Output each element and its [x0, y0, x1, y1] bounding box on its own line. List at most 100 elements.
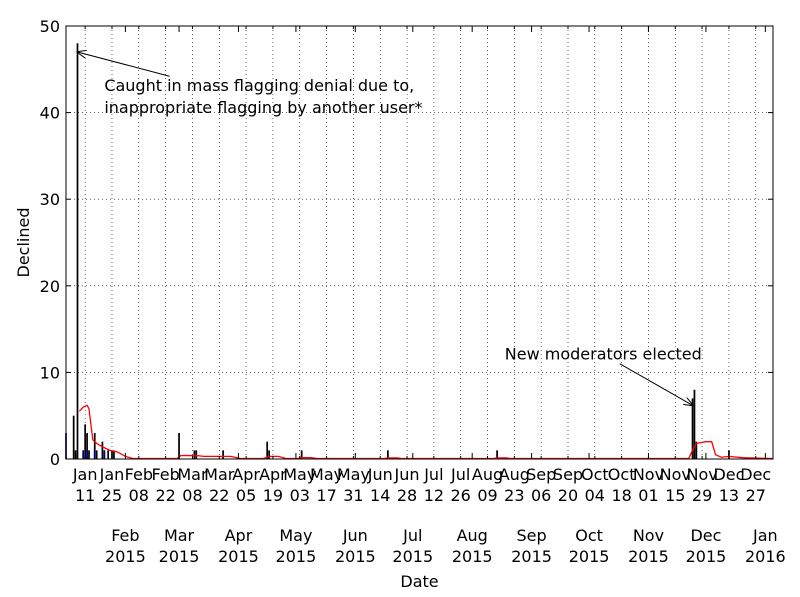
- bar: [222, 450, 224, 459]
- x-major-tick-month: Mar: [164, 526, 195, 545]
- x-tick-month: Jul: [423, 465, 443, 484]
- bar: [86, 450, 88, 459]
- x-tick-day: 01: [638, 486, 658, 505]
- x-tick-day: 05: [236, 486, 256, 505]
- x-tick-month: Mar: [204, 465, 235, 484]
- x-major-tick-month: Jun: [342, 526, 368, 545]
- x-tick-month: May: [283, 465, 316, 484]
- x-tick-month: Sep: [526, 465, 556, 484]
- x-tick-month: Jan: [99, 465, 125, 484]
- y-tick-label: 0: [50, 450, 60, 469]
- x-tick-month: Feb: [151, 465, 179, 484]
- x-tick-day: 22: [155, 486, 175, 505]
- x-tick-day: 08: [182, 486, 202, 505]
- x-tick-day: 04: [585, 486, 605, 505]
- x-tick-month: Oct: [608, 465, 636, 484]
- bar: [101, 441, 104, 459]
- x-major-tick-month: Jul: [402, 526, 422, 545]
- bar: [88, 450, 90, 459]
- x-major-tick-month: Aug: [457, 526, 488, 545]
- x-tick-month: May: [310, 465, 343, 484]
- y-tick-label: 50: [40, 17, 60, 36]
- x-tick-day: 19: [263, 486, 283, 505]
- x-major-tick-month: Oct: [575, 526, 603, 545]
- x-tick-month: Aug: [499, 465, 530, 484]
- x-major-tick-month: Feb: [111, 526, 139, 545]
- bar: [84, 424, 87, 459]
- x-major-tick-year: 2015: [569, 547, 610, 566]
- bar: [268, 450, 270, 459]
- x-major-tick-month: Sep: [517, 526, 547, 545]
- x-tick-month: May: [337, 465, 370, 484]
- bar: [76, 43, 79, 459]
- x-tick-month: Mar: [177, 465, 208, 484]
- x-tick-day: 03: [290, 486, 310, 505]
- x-tick-month: Feb: [125, 465, 153, 484]
- bar: [691, 398, 694, 459]
- x-tick-day: 26: [451, 486, 471, 505]
- bar: [86, 433, 88, 459]
- x-tick-day: 09: [477, 486, 497, 505]
- y-axis-label: Declined: [14, 208, 33, 278]
- annotation-text: Caught in mass flagging denial due to,: [104, 76, 414, 95]
- x-tick-day: 13: [719, 486, 739, 505]
- grid: [66, 26, 773, 459]
- bar: [72, 415, 75, 459]
- y-tick-label: 30: [40, 190, 60, 209]
- x-tick-day: 18: [611, 486, 631, 505]
- x-major-tick-year: 2015: [628, 547, 669, 566]
- bar: [93, 433, 96, 459]
- x-tick-day: 29: [692, 486, 712, 505]
- x-tick-day: 23: [504, 486, 524, 505]
- x-major-tick-year: 2015: [276, 547, 317, 566]
- bar: [266, 441, 269, 459]
- x-tick-month: Jan: [72, 465, 98, 484]
- x-tick-day: 25: [102, 486, 122, 505]
- x-tick-day: 17: [316, 486, 336, 505]
- x-tick-month: Dec: [740, 465, 771, 484]
- x-tick-month: Oct: [581, 465, 609, 484]
- x-major-tick-year: 2015: [511, 547, 552, 566]
- x-tick-month: Apr: [259, 465, 287, 484]
- x-major-tick-month: Nov: [633, 526, 664, 545]
- x-major-tick-month: May: [279, 526, 312, 545]
- bar: [82, 450, 85, 459]
- x-major-tick-year: 2015: [218, 547, 259, 566]
- x-major-tick-year: 2015: [159, 547, 200, 566]
- bar: [387, 450, 389, 459]
- y-tick-label: 40: [40, 104, 60, 123]
- x-tick-month: Jun: [394, 465, 420, 484]
- x-tick-month: Nov: [660, 465, 691, 484]
- bar: [111, 450, 113, 459]
- bar: [695, 441, 698, 459]
- x-tick-month: Jun: [367, 465, 393, 484]
- moving-average-line: [78, 404, 774, 460]
- x-tick-day: 27: [746, 486, 766, 505]
- x-tick-day: 06: [531, 486, 551, 505]
- bar: [300, 450, 303, 459]
- bar: [178, 433, 180, 459]
- x-tick-month: Apr: [232, 465, 260, 484]
- x-tick-month: Nov: [633, 465, 664, 484]
- bar-series: [65, 43, 730, 459]
- x-tick-day: 22: [209, 486, 229, 505]
- x-major-tick-month: Jan: [752, 526, 778, 545]
- x-tick-day: 14: [370, 486, 390, 505]
- x-tick-day: 15: [665, 486, 685, 505]
- x-axis-label: Date: [400, 572, 438, 591]
- line-series: [78, 404, 774, 460]
- annotation-arrow: [619, 363, 693, 406]
- x-major-tick-year: 2015: [335, 547, 376, 566]
- axis-ticks: 01020304050Jan11Jan25Feb08Feb22Mar08Mar2…: [40, 17, 786, 566]
- bar: [496, 450, 498, 459]
- x-major-tick-year: 2015: [105, 547, 146, 566]
- x-major-tick-year: 2015: [392, 547, 433, 566]
- annotation-text: New moderators elected: [505, 344, 702, 363]
- x-tick-day: 31: [343, 486, 363, 505]
- bar: [195, 450, 198, 459]
- x-tick-month: Jul: [450, 465, 470, 484]
- x-major-tick-year: 2016: [745, 547, 786, 566]
- x-major-tick-month: Dec: [690, 526, 721, 545]
- bar: [95, 450, 98, 459]
- bar: [113, 450, 115, 459]
